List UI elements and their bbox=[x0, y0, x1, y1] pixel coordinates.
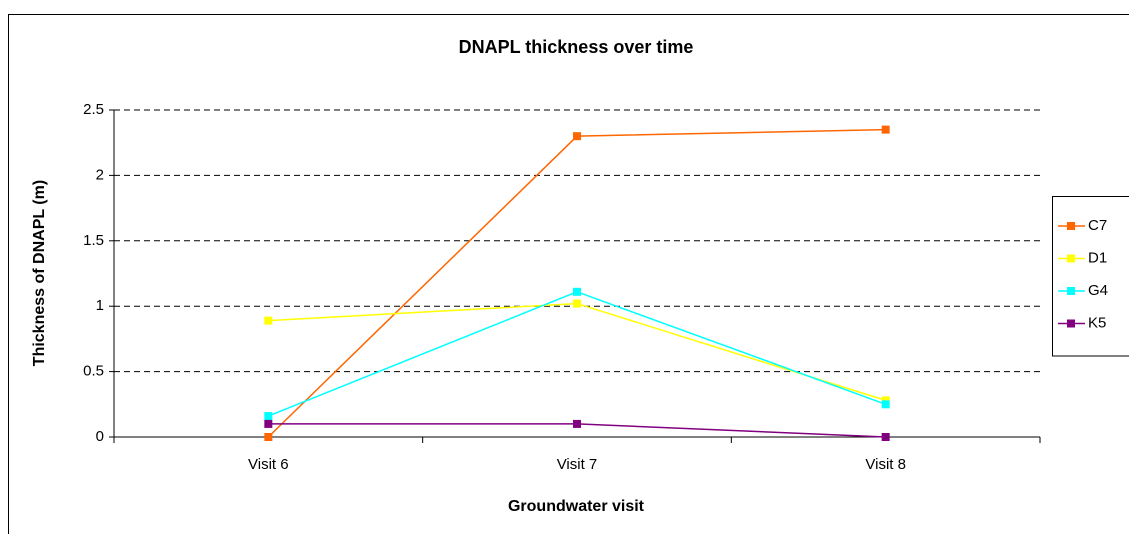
point bbox=[881, 433, 890, 441]
legend-label: C7 bbox=[1088, 217, 1107, 234]
y-tick-label: 2.5 bbox=[83, 101, 104, 118]
chart-title: DNAPL thickness over time bbox=[459, 37, 694, 57]
series-line bbox=[268, 302, 886, 402]
x-tick-label: Visit 6 bbox=[248, 456, 289, 473]
legend-swatch bbox=[1067, 319, 1075, 328]
point bbox=[264, 433, 273, 441]
legend-label: G4 bbox=[1088, 282, 1108, 299]
point bbox=[264, 419, 273, 428]
point bbox=[573, 132, 581, 141]
legend-swatch bbox=[1067, 287, 1075, 295]
x-tick-label: Visit 7 bbox=[557, 456, 598, 473]
y-tick-label: 1.5 bbox=[83, 232, 104, 249]
series-line bbox=[268, 291, 886, 417]
y-tick-label: 1 bbox=[96, 297, 104, 314]
point bbox=[881, 400, 890, 409]
point bbox=[881, 125, 890, 134]
point bbox=[573, 299, 581, 308]
legend-swatch bbox=[1067, 254, 1075, 263]
x-tick-label: Visit 8 bbox=[865, 456, 906, 473]
y-tick-label: 0 bbox=[96, 428, 104, 445]
y-tick-label: 2 bbox=[96, 166, 104, 183]
legend-label: D1 bbox=[1088, 249, 1107, 266]
legend-box bbox=[1052, 196, 1129, 357]
point bbox=[264, 316, 273, 325]
x-axis-title: Groundwater visit bbox=[508, 498, 645, 515]
y-axis-title: Thickness of DNAPL (m) bbox=[31, 180, 48, 366]
point bbox=[573, 419, 581, 428]
chart-border bbox=[8, 14, 1129, 534]
legend-label: K5 bbox=[1088, 314, 1106, 331]
point bbox=[264, 412, 273, 421]
point bbox=[573, 287, 581, 296]
legend-swatch bbox=[1067, 222, 1075, 230]
y-tick-label: 0.5 bbox=[83, 363, 104, 380]
